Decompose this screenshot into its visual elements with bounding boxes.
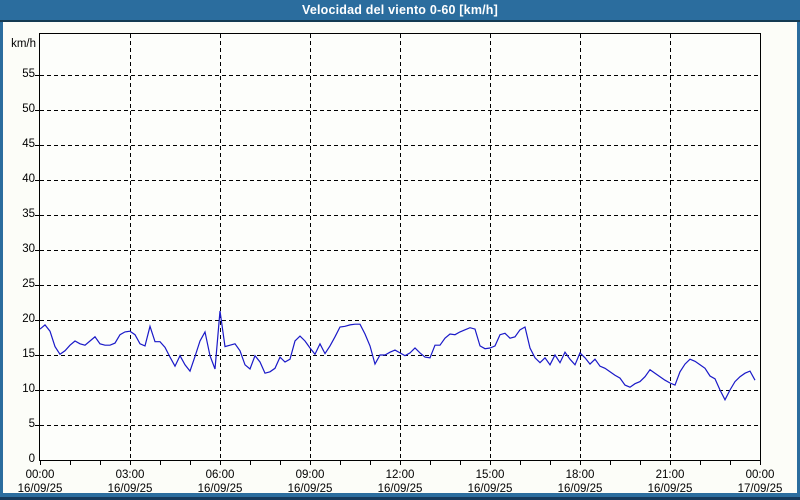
y-tick-label: 50 (22, 103, 35, 115)
x-tick-mark (250, 461, 251, 465)
x-tick-mark (730, 461, 731, 465)
y-tick-mark (35, 355, 40, 356)
x-tick-label: 09:00 16/09/25 (287, 469, 333, 495)
y-tick-label: 30 (22, 243, 35, 255)
window-title-bar: Velocidad del viento 0-60 [km/h] (0, 0, 800, 22)
x-tick-mark (430, 461, 431, 465)
window-title: Velocidad del viento 0-60 [km/h] (301, 3, 499, 17)
x-tick-label: 21:00 16/09/25 (647, 469, 693, 495)
x-tick-label: 12:00 16/09/25 (377, 469, 423, 495)
y-tick-label: 55 (22, 68, 35, 80)
x-tick-mark (400, 461, 401, 465)
y-tick-label: 20 (22, 313, 35, 325)
x-tick-label: 18:00 16/09/25 (557, 469, 603, 495)
y-tick-label: 25 (22, 278, 35, 290)
x-tick-label: 00:00 16/09/25 (17, 469, 63, 495)
x-tick-mark (760, 461, 761, 465)
x-tick-mark (700, 461, 701, 465)
x-tick-label: 06:00 16/09/25 (197, 469, 243, 495)
y-axis-unit-label: km/h (11, 38, 36, 50)
x-tick-mark (280, 461, 281, 465)
x-tick-mark (340, 461, 341, 465)
x-tick-mark (460, 461, 461, 465)
chart-content-area: km/h 0 5 10 15 20 25 30 35 40 45 50 55 00:00 16/09/25… (0, 22, 800, 497)
x-tick-mark (370, 461, 371, 465)
x-tick-mark (40, 461, 41, 465)
x-tick-label: 03:00 16/09/25 (107, 469, 153, 495)
y-tick-label: 5 (28, 418, 35, 430)
y-tick-label: 40 (22, 173, 35, 185)
x-tick-mark (670, 461, 671, 465)
y-tick-label: 10 (22, 383, 35, 395)
y-tick-label: 45 (22, 138, 35, 150)
y-tick-mark (35, 110, 40, 111)
y-tick-label: 35 (22, 208, 35, 220)
y-tick-mark (35, 425, 40, 426)
y-tick-mark (35, 75, 40, 76)
x-tick-mark (220, 461, 221, 465)
y-tick-mark (35, 285, 40, 286)
plot-area (39, 33, 761, 461)
y-tick-mark (35, 180, 40, 181)
x-tick-label: 15:00 16/09/25 (467, 469, 513, 495)
x-tick-mark (610, 461, 611, 465)
y-tick-mark (35, 145, 40, 146)
wind-speed-line-chart (40, 34, 760, 460)
wind-speed-series-line (40, 310, 756, 402)
y-tick-label: 0 (28, 453, 35, 465)
y-tick-label: 15 (22, 348, 35, 360)
x-tick-mark (580, 461, 581, 465)
y-tick-mark (35, 215, 40, 216)
x-tick-mark (130, 461, 131, 465)
x-tick-mark (100, 461, 101, 465)
y-tick-mark (35, 250, 40, 251)
y-tick-mark (35, 320, 40, 321)
x-tick-mark (310, 461, 311, 465)
x-tick-mark (490, 461, 491, 465)
x-tick-mark (640, 461, 641, 465)
x-tick-mark (520, 461, 521, 465)
x-tick-mark (70, 461, 71, 465)
x-tick-mark (190, 461, 191, 465)
x-tick-mark (160, 461, 161, 465)
x-tick-mark (550, 461, 551, 465)
y-tick-mark (35, 390, 40, 391)
x-tick-label: 00:00 17/09/25 (737, 469, 783, 495)
